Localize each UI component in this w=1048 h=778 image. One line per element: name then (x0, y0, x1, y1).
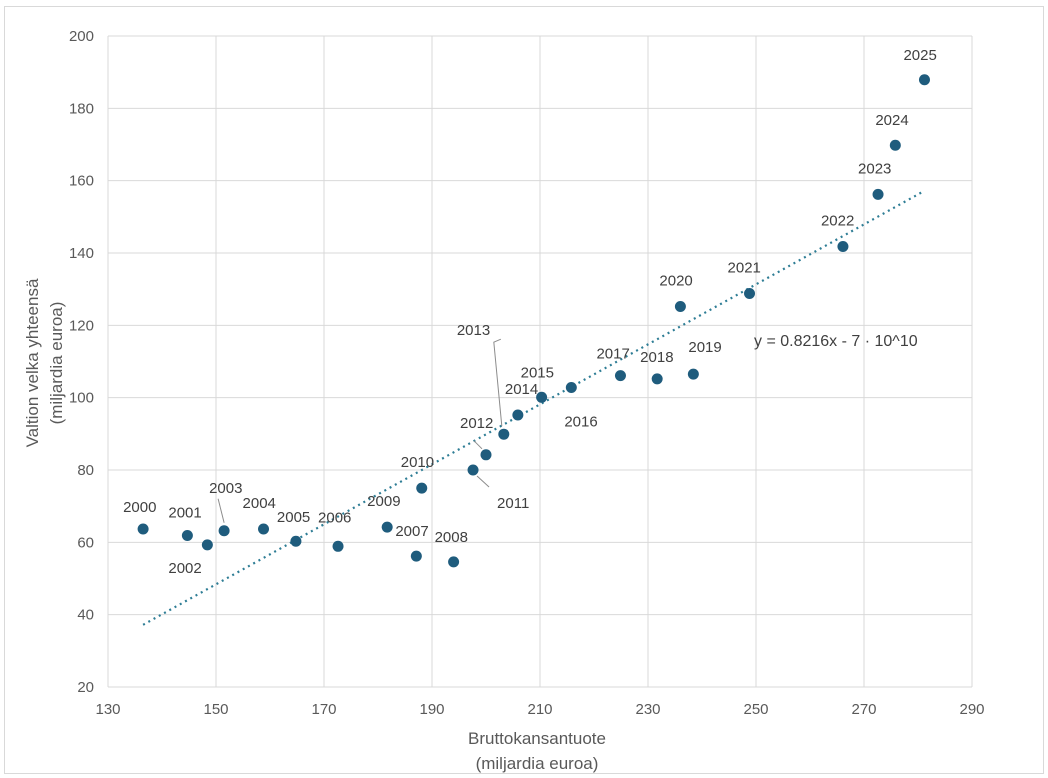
point-label-2008: 2008 (435, 529, 468, 546)
data-point-2016 (565, 382, 577, 394)
leader-line-2011 (476, 475, 490, 488)
point-label-2011: 2011 (497, 495, 529, 512)
y-tick-label: 100 (69, 390, 94, 407)
y-tick-label: 180 (69, 100, 94, 117)
point-label-2015: 2015 (521, 364, 554, 381)
gridlines (107, 35, 973, 688)
x-tick-label: 190 (419, 701, 444, 718)
x-axis-label-line1: Bruttokansantuote (468, 729, 606, 748)
y-tick-label: 140 (69, 245, 94, 262)
label-leaders (217, 338, 503, 523)
data-point-2009 (381, 521, 393, 533)
data-point-2014 (512, 409, 524, 421)
leader-line-2013 (493, 338, 503, 427)
data-point-2010 (416, 482, 428, 494)
data-point-2002 (201, 539, 213, 551)
data-point-2003 (218, 525, 230, 537)
point-label-2004: 2004 (243, 495, 276, 512)
data-point-2017 (614, 370, 626, 382)
data-point-2005 (290, 535, 302, 547)
point-label-2001: 2001 (168, 504, 201, 521)
y-tick-label: 120 (69, 317, 94, 334)
point-label-2003: 2003 (209, 480, 242, 497)
point-label-2021: 2021 (728, 260, 761, 277)
data-point-2000 (137, 523, 149, 535)
leader-line-2003 (217, 498, 225, 523)
point-label-2023: 2023 (858, 160, 891, 177)
point-label-2018: 2018 (640, 349, 673, 366)
point-label-2009: 2009 (367, 493, 400, 510)
x-tick-label: 230 (635, 701, 660, 718)
data-point-2023 (872, 188, 884, 200)
x-axis-label-line2: (miljardia euroa) (476, 754, 599, 773)
point-label-2000: 2000 (123, 499, 156, 516)
point-label-2012: 2012 (460, 415, 493, 432)
point-label-2007: 2007 (395, 523, 428, 540)
x-tick-label: 270 (851, 701, 876, 718)
point-label-2005: 2005 (277, 509, 310, 526)
tick-labels: 20 40 60 80 100 120 140 160 180 200 130 150 170 190 21… (69, 28, 985, 718)
point-label-2002: 2002 (168, 560, 201, 577)
data-point-2018 (651, 373, 663, 385)
data-point-2020 (674, 301, 686, 313)
chart-frame (4, 6, 1044, 774)
x-tick-label: 150 (203, 701, 228, 718)
data-point-2006 (332, 540, 344, 552)
data-point-2012 (480, 449, 492, 461)
point-label-2013: 2013 (457, 322, 490, 339)
point-label-2014: 2014 (505, 381, 538, 398)
point-label-2020: 2020 (659, 273, 692, 290)
point-label-2017: 2017 (596, 346, 629, 363)
data-point-2007 (410, 550, 422, 562)
y-axis-label-line2: (miljardia euroa) (47, 302, 66, 425)
x-tick-label: 130 (95, 701, 120, 718)
point-label-2006: 2006 (318, 509, 351, 526)
data-point-2024 (889, 139, 901, 151)
point-label-2019: 2019 (688, 339, 721, 356)
x-tick-label: 210 (527, 701, 552, 718)
y-tick-label: 200 (69, 28, 94, 45)
x-tick-label: 250 (743, 701, 768, 718)
trend-equation: y = 0.8216x - 7 · 10^10 (754, 333, 918, 350)
data-point-2019 (687, 368, 699, 380)
x-tick-label: 290 (959, 701, 984, 718)
data-point-2008 (448, 556, 460, 568)
data-point-2011 (467, 464, 479, 476)
point-label-2016: 2016 (564, 414, 597, 431)
data-point-2013 (498, 428, 510, 440)
data-point-2004 (258, 523, 270, 535)
y-tick-label: 160 (69, 173, 94, 190)
y-tick-label: 80 (77, 462, 94, 479)
data-point-2022 (837, 240, 849, 252)
data-point-2015 (536, 391, 548, 403)
y-tick-label: 40 (77, 607, 94, 624)
point-label-2024: 2024 (875, 112, 908, 129)
x-tick-label: 170 (311, 701, 336, 718)
y-tick-label: 60 (77, 534, 94, 551)
y-axis-label-line1: Valtion velka yhteensä (23, 278, 42, 447)
leader-line-2012 (473, 440, 483, 450)
data-point-2001 (181, 529, 193, 541)
point-label-2025: 2025 (903, 47, 936, 64)
data-point-2021 (744, 288, 756, 300)
trend-line (142, 189, 926, 626)
point-label-2022: 2022 (821, 212, 854, 229)
y-tick-label: 20 (77, 679, 94, 696)
data-point-2025 (918, 74, 930, 86)
data-points (137, 74, 930, 568)
point-label-2010: 2010 (401, 454, 434, 471)
